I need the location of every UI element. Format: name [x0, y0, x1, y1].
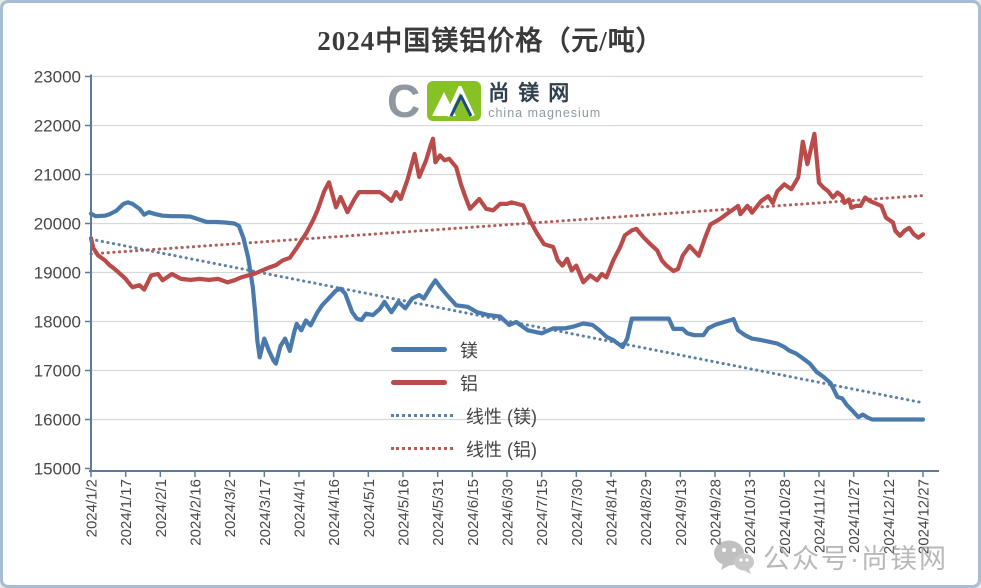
axis-labels: 23000 22000 21000 20000 19000 18000 17000 16000…: [34, 68, 933, 555]
legend-item-al: 铝: [391, 366, 537, 399]
price-chart: 23000 22000 21000 20000 19000 18000 17000 16000…: [34, 68, 939, 555]
x-tick-label: 2024/1/2: [84, 479, 101, 537]
logo-c-mark: C: [387, 75, 421, 127]
x-tick-label: 2024/3/17: [257, 479, 274, 546]
series-line-铝: [88, 131, 926, 292]
y-tick-label: 22000: [34, 117, 81, 136]
x-tick-label: 2024/4/1: [292, 479, 309, 537]
series-line-线性 (镁): [89, 237, 925, 405]
legend-swatch-al: [391, 380, 447, 385]
y-tick-label: 19000: [34, 264, 81, 283]
legend-swatch-mg: [391, 347, 447, 352]
x-tick-label: 2024/6/15: [465, 479, 482, 546]
x-tick-label: 2024/7/15: [534, 479, 551, 546]
legend-item-al-trend: 线性 (铝): [391, 432, 537, 465]
y-tick-label: 23000: [34, 68, 81, 87]
y-tick-label: 18000: [34, 313, 81, 332]
logo-mountain-icon: [427, 81, 482, 121]
x-tick-label: 2024/8/14: [604, 479, 621, 546]
y-tick-label: 17000: [34, 362, 81, 381]
x-tick-label: 2024/12/27: [916, 479, 933, 554]
x-tick-label: 2024/5/31: [430, 479, 447, 546]
watermark: 公众号·尚镁网: [713, 537, 948, 576]
legend-swatch-al-trend: [391, 447, 453, 450]
legend-item-mg: 镁: [391, 333, 537, 366]
x-tick-label: 2024/3/2: [222, 479, 239, 537]
x-tick-label: 2024/10/13: [742, 479, 759, 554]
x-tick-label: 2024/2/16: [188, 479, 205, 546]
legend-label-mg: 镁: [460, 340, 478, 361]
x-tick-label: 2024/9/28: [708, 479, 725, 546]
x-tick-label: 2024/10/28: [777, 479, 794, 554]
x-tick-label: 2024/2/1: [153, 479, 170, 537]
series-line-镁: [88, 200, 926, 422]
x-tick-label: 2024/7/30: [569, 479, 586, 546]
legend-swatch-mg-trend: [391, 414, 453, 417]
logo-name-cn: 尚镁网: [488, 81, 579, 105]
wechat-icon: [714, 540, 754, 574]
chart-legend: 镁 铝 线性 (镁) 线性 (铝): [391, 333, 537, 465]
x-tick-label: 2024/9/13: [673, 479, 690, 546]
chart-title: 2024中国镁铝价格（元/吨）: [317, 26, 664, 56]
legend-label-al: 铝: [460, 373, 478, 394]
y-tick-label: 20000: [34, 215, 81, 234]
axes: [85, 74, 939, 477]
x-tick-label: 2024/8/29: [638, 479, 655, 546]
x-tick-label: 2024/1/17: [118, 479, 135, 546]
y-tick-label: 15000: [34, 460, 81, 479]
x-tick-label: 2024/12/12: [881, 479, 898, 554]
x-tick-label: 2024/5/1: [361, 479, 378, 537]
x-tick-label: 2024/5/16: [396, 479, 413, 546]
x-tick-label: 2024/6/30: [500, 479, 517, 546]
x-tick-label: 2024/11/27: [846, 479, 863, 553]
y-tick-label: 16000: [34, 411, 81, 430]
legend-label-al-trend: 线性 (铝): [466, 439, 537, 460]
watermark-text: 公众号·尚镁网: [763, 544, 948, 574]
x-tick-label: 2024/4/16: [326, 479, 343, 546]
legend-item-mg-trend: 线性 (镁): [391, 399, 537, 432]
series: [88, 131, 926, 422]
logo-name-en: china magnesium: [488, 105, 602, 120]
x-tick-label: 2024/11/12: [812, 479, 829, 553]
site-logo: C 尚镁网 china magnesium: [385, 75, 616, 127]
legend-label-mg-trend: 线性 (镁): [466, 406, 537, 427]
series-line-线性 (铝): [89, 194, 925, 256]
y-tick-label: 21000: [34, 166, 81, 185]
